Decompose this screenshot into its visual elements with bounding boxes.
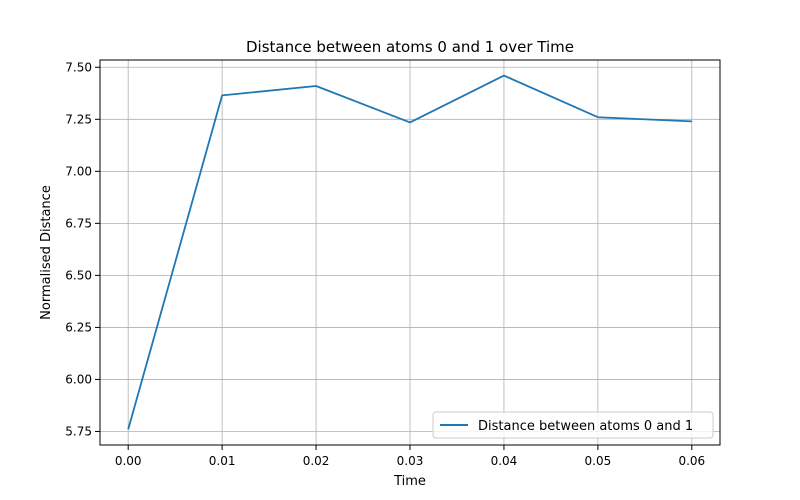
y-tick-label: 6.25 <box>65 320 92 334</box>
x-tick-label: 0.04 <box>491 454 518 468</box>
y-axis-label: Normalised Distance <box>39 185 54 320</box>
x-tick-label: 0.06 <box>678 454 705 468</box>
x-tick-label: 0.02 <box>303 454 330 468</box>
chart-title: Distance between atoms 0 and 1 over Time <box>246 38 574 56</box>
y-tick-label: 6.75 <box>65 216 92 230</box>
y-tick-label: 7.50 <box>65 60 92 74</box>
y-axis-ticks: 5.75 6.00 6.25 6.50 6.75 7.00 7.25 7.50 <box>65 60 100 438</box>
legend-box <box>432 411 714 439</box>
x-tick-label: 0.01 <box>209 454 236 468</box>
x-tick-label: 0.05 <box>585 454 612 468</box>
grid-lines <box>100 60 720 445</box>
x-tick-label: 0.00 <box>115 454 142 468</box>
y-tick-label: 7.00 <box>65 164 92 178</box>
y-tick-label: 7.25 <box>65 112 92 126</box>
y-tick-label: 5.75 <box>65 424 92 438</box>
legend-entry-label: Distance between atoms 0 and 1 <box>478 419 693 434</box>
series-line-0 <box>127 74 692 430</box>
legend: Distance between atoms 0 and 1 <box>432 411 714 439</box>
x-axis-label: Time <box>393 474 426 489</box>
y-tick-label: 6.50 <box>65 268 92 282</box>
y-tick-label: 6.00 <box>65 372 92 386</box>
series-layer <box>127 74 692 430</box>
x-axis-ticks: 0.00 0.01 0.02 0.03 0.04 0.05 0.06 <box>115 445 705 468</box>
x-tick-label: 0.03 <box>397 454 424 468</box>
